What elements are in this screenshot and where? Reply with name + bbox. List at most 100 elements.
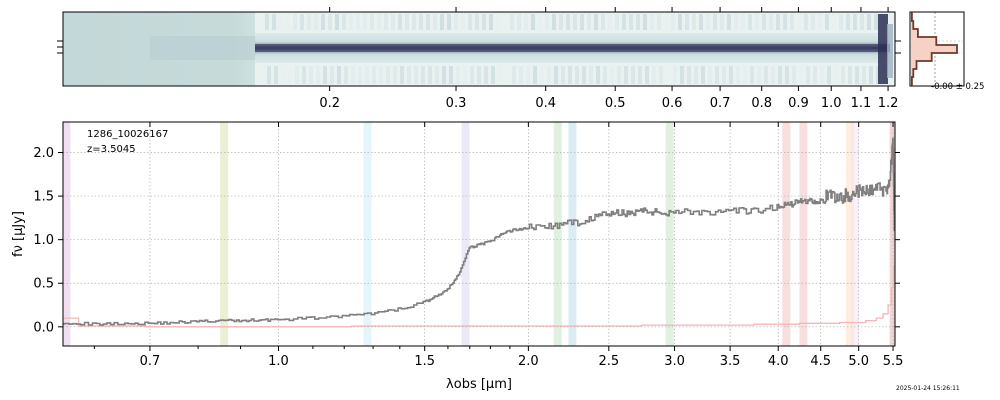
twod-noise-lower-20 [400, 66, 404, 84]
histogram-annotation: -0.00 ± 0.25 [931, 82, 984, 92]
twod-noise-upper-17 [377, 14, 381, 30]
twod-noise-upper-8 [314, 14, 318, 30]
twod-tick-label-8: 1.0 [821, 96, 842, 111]
twod-noise-lower-37 [519, 66, 523, 84]
twod-noise-upper-34 [496, 14, 500, 30]
twod-noise-upper-39 [531, 14, 535, 30]
twod-noise-upper-68 [734, 14, 738, 30]
twod-noise-upper-20 [398, 14, 402, 30]
twod-noise-lower-75 [785, 66, 789, 84]
twod-noise-upper-4 [286, 14, 290, 30]
histogram-bar-4 [911, 45, 957, 53]
twod-noise-upper-73 [769, 14, 773, 30]
y-tick-label-3: 1.5 [33, 190, 54, 205]
emission-line-bands [63, 122, 895, 346]
grid-lines [63, 122, 895, 346]
twod-top-axis-ticks [329, 7, 889, 91]
twod-noise-upper-82 [832, 14, 836, 30]
twod-noise-upper-37 [517, 14, 521, 30]
twod-noise-upper-63 [699, 14, 703, 30]
twod-tick-label-6: 0.8 [751, 96, 772, 111]
twod-noise-lower-70 [750, 66, 754, 84]
histogram-outline [911, 12, 958, 86]
twod-noise-lower-44 [568, 66, 572, 84]
twod-noise-lower-85 [855, 66, 859, 84]
y-tick-label-0: 0.0 [33, 320, 54, 335]
twod-noise-lower-79 [813, 66, 817, 84]
twod-noise-lower-1 [267, 66, 271, 84]
twod-noise-upper-24 [426, 14, 430, 30]
twod-noise-lower-3 [281, 66, 285, 84]
twod-noise-lower-7 [309, 66, 313, 84]
object-id-label: 1286_10026167 [87, 129, 168, 140]
twod-noise-upper-81 [825, 14, 829, 30]
twod-noise-upper-36 [510, 14, 514, 30]
twod-noise-lower-22 [414, 66, 418, 84]
twod-noise-lower-18 [386, 66, 390, 84]
twod-noise-upper-16 [370, 14, 374, 30]
twod-noise-lower-27 [449, 66, 453, 84]
twod-noise-upper-22 [412, 14, 416, 30]
twod-noise-lower-83 [841, 66, 845, 84]
twod-noise-lower-81 [827, 66, 831, 84]
twod-tick-label-0: 0.2 [319, 96, 340, 111]
twod-noise-lower-23 [421, 66, 425, 84]
twod-noise-lower-14 [358, 66, 362, 84]
twod-noise-upper-11 [335, 14, 339, 30]
twod-noise-upper-64 [706, 14, 710, 30]
line-band-6 [665, 122, 674, 346]
twod-noise-upper-66 [720, 14, 724, 30]
line-band-5 [568, 122, 577, 346]
twod-noise-lower-11 [337, 66, 341, 84]
twod-noise-upper-21 [405, 14, 409, 30]
twod-noise-lower-16 [372, 66, 376, 84]
flux-series-line [63, 137, 895, 326]
twod-noise-upper-70 [748, 14, 752, 30]
twod-noise-upper-60 [678, 14, 682, 30]
uncertainty-series-line [63, 265, 895, 328]
twod-noise-lower-48 [596, 66, 600, 84]
twod-noise-upper-61 [685, 14, 689, 30]
twod-noise-upper-3 [279, 14, 283, 30]
twod-noise-upper-32 [482, 14, 486, 30]
twod-noise-lower-50 [610, 66, 614, 84]
twod-noise-lower-72 [764, 66, 768, 84]
twod-noise-upper-27 [447, 14, 451, 30]
twod-tick-label-9: 1.1 [851, 96, 872, 111]
line-band-8 [799, 122, 808, 346]
twod-noise-lower-13 [351, 66, 355, 84]
twod-noise-lower-59 [673, 66, 677, 84]
twod-noise-lower-42 [554, 66, 558, 84]
twod-noise-lower-86 [862, 66, 866, 84]
line-band-9 [845, 122, 854, 346]
twod-noise-upper-33 [489, 14, 493, 30]
twod-noise-upper-78 [804, 14, 808, 30]
twod-noise-lower-19 [393, 66, 397, 84]
twod-noise-lower-73 [771, 66, 775, 84]
twod-noise-lower-82 [834, 66, 838, 84]
twod-noise-lower-64 [708, 66, 712, 84]
x-tick-label-1: 1.0 [268, 354, 289, 369]
twod-noise-upper-38 [524, 14, 528, 30]
line-band-1 [220, 122, 229, 346]
twod-noise-upper-5 [293, 14, 297, 30]
twod-noise-lower-49 [603, 66, 607, 84]
x-tick-label-2: 1.5 [414, 354, 435, 369]
x-tick-label-5: 3.0 [664, 354, 685, 369]
twod-noise-upper-10 [328, 14, 332, 30]
twod-noise-upper-79 [811, 14, 815, 30]
histogram-bar-1 [911, 69, 914, 77]
twod-noise-lower-10 [330, 66, 334, 84]
twod-noise-lower-76 [792, 66, 796, 84]
twod-noise-upper-77 [797, 14, 801, 30]
twod-noise-lower-52 [624, 66, 628, 84]
redshift-label: z=3.5045 [87, 144, 136, 155]
x-tick-label-8: 4.5 [810, 354, 831, 369]
twod-noise-lower-71 [757, 66, 761, 84]
twod-noise-upper-14 [356, 14, 360, 30]
twod-noise-lower-47 [589, 66, 593, 84]
histogram-panel: -0.00 ± 0.25 [909, 11, 984, 92]
twod-noise-upper-87 [867, 14, 871, 30]
twod-noise-upper-56 [650, 14, 654, 30]
twod-noise-upper-84 [846, 14, 850, 30]
